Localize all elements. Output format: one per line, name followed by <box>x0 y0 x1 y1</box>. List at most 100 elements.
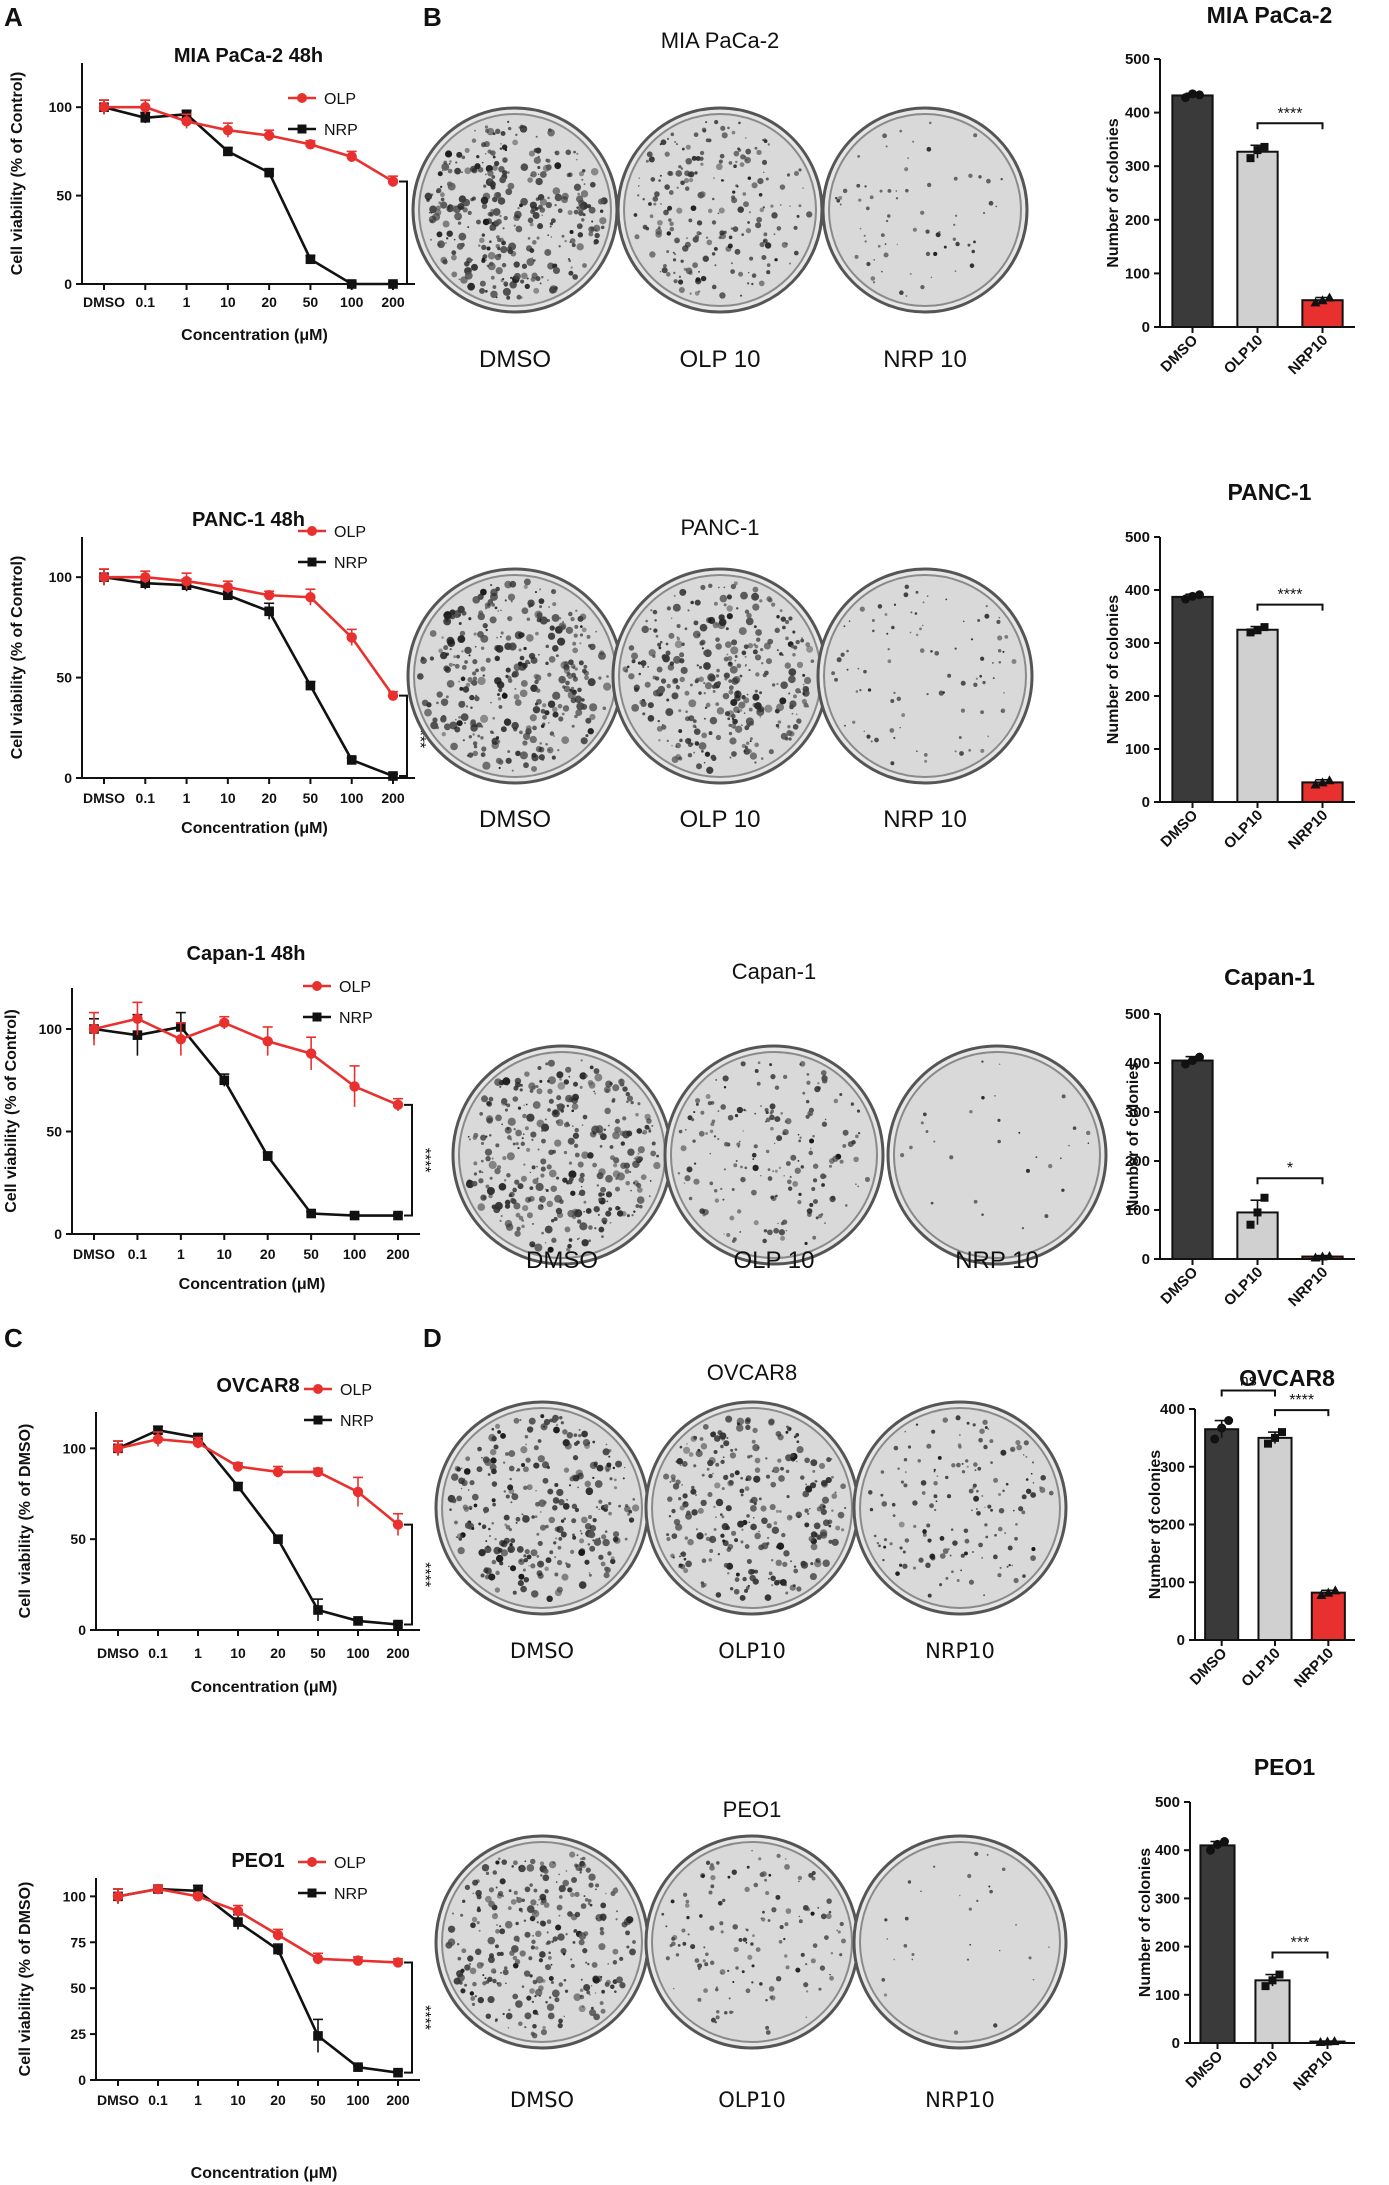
colony-spot <box>467 677 473 683</box>
x-tick-label: DMSO <box>73 1246 115 1262</box>
colony-spot <box>476 1921 480 1925</box>
colony-spot <box>848 620 851 622</box>
colony-spot <box>628 645 635 651</box>
colony-spot <box>442 220 450 228</box>
colony-spot <box>486 1187 495 1195</box>
colony-spot <box>534 679 539 685</box>
colony-spot <box>784 619 790 625</box>
colony-spot <box>476 1894 482 1900</box>
colony-spot <box>733 164 737 169</box>
colony-spot <box>754 654 762 661</box>
colony-spot <box>552 1497 560 1504</box>
colony-spot <box>920 1890 922 1893</box>
colony-spot <box>816 1534 822 1540</box>
colony-spot <box>605 1210 612 1217</box>
colony-spot <box>540 2029 548 2036</box>
colony-spot <box>614 1126 621 1134</box>
colony-spot <box>716 1861 720 1865</box>
colony-spot <box>595 228 598 231</box>
colony-spot <box>573 150 576 154</box>
colony-spot <box>610 1556 615 1561</box>
colony-spot <box>891 1502 896 1507</box>
colony-spot <box>739 1230 742 1233</box>
colony-spot <box>1004 635 1009 639</box>
x-tick-label: DMSO <box>97 1645 139 1661</box>
colony-spot <box>706 1467 710 1471</box>
colony-spot <box>965 1459 969 1463</box>
colony-spot <box>966 1465 969 1468</box>
colony-spot <box>497 610 500 612</box>
colony-spot <box>526 1484 533 1491</box>
colony-spot <box>660 139 667 146</box>
data-point <box>222 124 234 136</box>
colony-spot <box>595 1888 597 1891</box>
colony-spot <box>1061 1094 1066 1099</box>
colony-spot <box>695 1528 698 1531</box>
colony-spot <box>749 720 755 726</box>
colony-spot <box>809 1507 811 1510</box>
colony-spot <box>547 262 555 270</box>
colony-spot <box>826 1898 832 1904</box>
colony-spot <box>828 1539 833 1544</box>
colony-spot <box>738 627 747 636</box>
colony-spot <box>547 1955 552 1960</box>
colony-spot <box>565 1933 568 1936</box>
colony-spot <box>751 1439 756 1444</box>
colony-spot <box>1032 1482 1035 1484</box>
colony-spot <box>974 1851 979 1857</box>
colony-spot <box>982 680 986 685</box>
colony-spot <box>956 1578 960 1582</box>
colony-spot <box>478 1522 482 1526</box>
data-point <box>222 582 234 593</box>
colony-spot <box>526 1212 533 1219</box>
colony-spot <box>446 679 455 688</box>
colony-spot <box>605 1191 613 1198</box>
colony-spot <box>764 704 773 713</box>
colony-spot <box>917 1459 921 1463</box>
colony-spot <box>525 245 533 252</box>
colony-spot <box>453 655 457 659</box>
colony-spot <box>531 257 534 259</box>
colony-spot <box>480 666 486 672</box>
colony-spot <box>719 1432 727 1440</box>
colony-spot <box>893 691 896 695</box>
colony-spot <box>771 683 776 687</box>
data-point <box>192 1891 204 1902</box>
colony-spot <box>578 1176 585 1183</box>
colony-spot <box>723 1440 730 1447</box>
colony-spot <box>782 1131 786 1136</box>
colony-spot <box>480 752 486 758</box>
y-tick-label: 0 <box>78 2072 86 2088</box>
colony-spot <box>828 1910 832 1914</box>
colony-spot <box>1011 1564 1013 1567</box>
colony-spot <box>519 1419 522 1422</box>
colony-spot <box>905 295 908 297</box>
colony-spot <box>671 744 673 747</box>
colony-spot <box>759 1982 763 1986</box>
colony-spot <box>589 1545 596 1552</box>
colony-spot <box>735 690 740 695</box>
colony-spot <box>500 1971 502 1974</box>
colony-spot <box>454 1520 458 1525</box>
colony-spot <box>549 1418 553 1423</box>
colony-spot <box>925 229 930 234</box>
legend-label: NRP <box>334 1886 368 1903</box>
colony-spot <box>546 1465 550 1469</box>
replicate-point <box>1324 1251 1335 1261</box>
colony-spot <box>495 1929 500 1934</box>
colony-spot <box>547 196 550 200</box>
colony-spot <box>709 1152 712 1155</box>
colony-spot <box>554 1556 557 1559</box>
colony-spot <box>491 222 495 225</box>
colony-spot <box>555 1881 558 1883</box>
colony-spot <box>774 1169 778 1173</box>
colony-spot <box>577 204 585 212</box>
colony-spot <box>723 1168 726 1171</box>
colony-spot <box>499 1561 504 1566</box>
colony-spot <box>727 1114 734 1121</box>
colony-spot <box>556 1071 564 1079</box>
colony-spot <box>508 2008 511 2012</box>
colony-spot <box>754 146 758 150</box>
